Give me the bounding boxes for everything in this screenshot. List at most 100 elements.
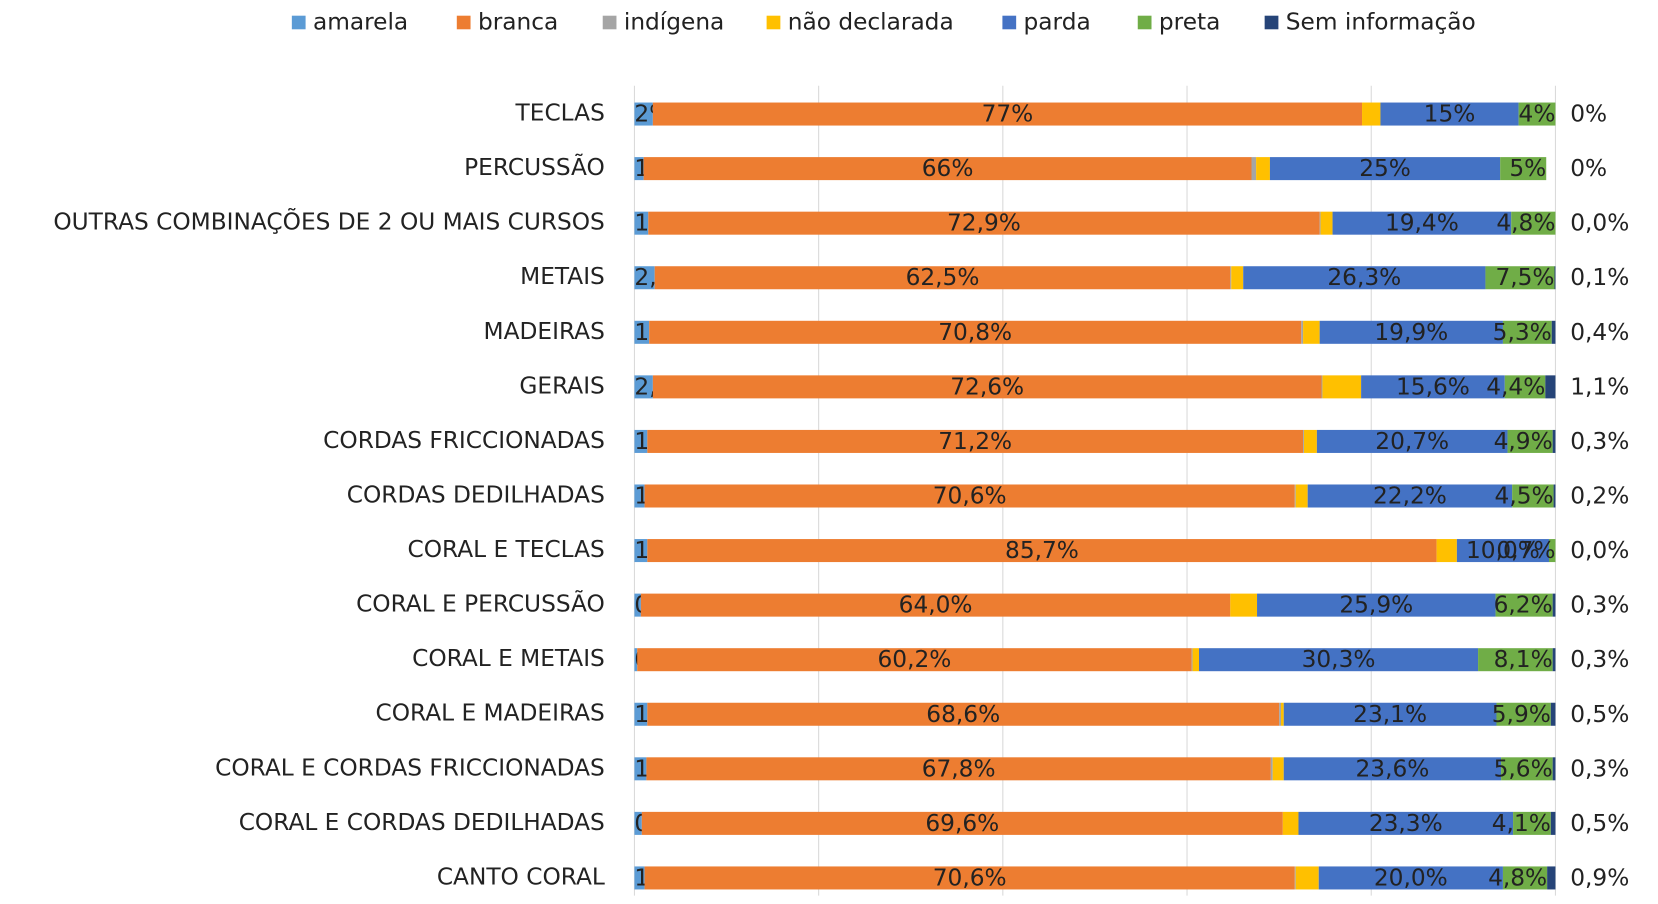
y-tick-label: GERAIS <box>519 373 604 399</box>
data-label: 72,9% <box>947 211 1021 237</box>
legend-label: branca <box>478 10 558 36</box>
bar-segment <box>1512 484 1554 508</box>
bar-segment <box>1283 702 1497 726</box>
bar-segment <box>652 375 1322 399</box>
bar-segment <box>634 593 641 617</box>
bar-segment <box>1478 648 1553 672</box>
bar-segment <box>634 484 645 508</box>
bar-segment <box>644 866 1295 890</box>
bar-segment <box>1504 375 1546 399</box>
y-tick-label: OUTRAS COMBINAÇÕES DE 2 OU MAIS CURSOS <box>53 207 604 236</box>
y-tick-label: CORAL E CORDAS DEDILHADAS <box>239 810 605 836</box>
bar-segment <box>1270 757 1273 781</box>
bar-segment <box>634 211 649 235</box>
data-label: 72,6% <box>950 374 1024 400</box>
bar-segment <box>1485 266 1555 290</box>
bar-segment <box>1230 593 1258 617</box>
data-label: 0,0% <box>1570 538 1629 564</box>
data-label: 0,5% <box>1570 702 1629 728</box>
data-label: 22,2% <box>1373 484 1447 510</box>
data-label: 23,6% <box>1355 756 1429 782</box>
bar-segment <box>634 539 648 563</box>
bar-segment <box>646 757 1271 781</box>
bar-segment <box>1548 539 1556 563</box>
data-label: 0,1% <box>1570 265 1629 291</box>
bar-segment <box>1283 757 1502 781</box>
data-label: 1,1% <box>1570 374 1629 400</box>
data-label: 0,3% <box>1570 429 1629 455</box>
y-tick-label: CORAL E METAIS <box>412 646 605 672</box>
data-label: 23,3% <box>1369 811 1443 837</box>
bar-segment <box>1502 866 1548 890</box>
bar-segment <box>643 157 1252 181</box>
bar-segment <box>1231 266 1244 290</box>
y-tick-label: CORDAS DEDILHADAS <box>347 483 605 509</box>
y-tick-label: CORAL E CORDAS FRICCIONADAS <box>215 755 605 781</box>
legend-swatch <box>766 15 781 30</box>
data-label: 5,6% <box>1494 756 1553 782</box>
bar-segment <box>1545 375 1556 399</box>
data-label: 0,7% <box>1496 538 1555 564</box>
data-label: 4,8% <box>1496 211 1555 237</box>
bar-segment <box>1361 375 1505 399</box>
bar-segment <box>1230 266 1232 290</box>
data-label: 15% <box>1424 102 1476 128</box>
bar-segment <box>640 593 1231 617</box>
data-label: 20,7% <box>1375 429 1449 455</box>
bar-segment <box>1191 648 1193 672</box>
legend-swatch <box>456 15 471 30</box>
y-tick-label: CORDAS FRICCIONADAS <box>323 428 605 454</box>
data-label: 6,2% <box>1494 593 1553 619</box>
bar-segment <box>1553 484 1556 508</box>
bar-segment <box>1552 429 1556 453</box>
bar-segment <box>1380 102 1519 126</box>
bar-segment <box>1294 484 1296 508</box>
bar-segment <box>1192 648 1200 672</box>
bar-segment <box>1295 866 1319 890</box>
bar-segment <box>1550 811 1556 835</box>
legend-swatch <box>1264 15 1279 30</box>
data-label: 64,0% <box>899 593 973 619</box>
data-label: 7,5% <box>1495 265 1554 291</box>
data-label: 0,3% <box>1570 647 1629 673</box>
bar-segment <box>634 320 650 344</box>
legend-label: parda <box>1024 10 1091 36</box>
bar-segment <box>1554 266 1556 290</box>
data-label: 23,1% <box>1353 702 1427 728</box>
y-tick-label: MADEIRAS <box>484 319 605 345</box>
bar-segment <box>644 484 1295 508</box>
bar-segment <box>654 266 1231 290</box>
y-tick-label: CORAL E TECLAS <box>408 537 605 563</box>
bar-segment <box>1362 102 1381 126</box>
data-label: 4,4% <box>1486 374 1545 400</box>
data-label: 66% <box>922 156 974 182</box>
data-label: 8,1% <box>1494 647 1553 673</box>
bar-segment <box>641 811 1283 835</box>
legend-swatch <box>1137 15 1152 30</box>
bar-segment <box>1513 811 1551 835</box>
data-label: 0% <box>1570 156 1607 182</box>
legend-swatch <box>1002 15 1017 30</box>
data-label: 0,4% <box>1570 320 1629 346</box>
data-label: 4,5% <box>1495 484 1554 510</box>
bar-segment <box>1552 648 1556 672</box>
bar-segment <box>634 757 647 781</box>
data-label: 0,3% <box>1570 756 1629 782</box>
bar-segment <box>1511 211 1556 235</box>
bar-segment <box>1495 593 1553 617</box>
bar-segment <box>647 429 1304 453</box>
bar-segment <box>1456 539 1549 563</box>
bar-segment <box>1279 702 1281 726</box>
bar-segment <box>1319 320 1503 344</box>
data-label: 70,8% <box>938 320 1012 346</box>
bar-segment <box>634 375 653 399</box>
bar-segment <box>634 648 638 672</box>
y-tick-label: PERCUSSÃO <box>464 153 605 181</box>
data-label: 4,1% <box>1492 811 1551 837</box>
data-label: 67,8% <box>922 756 996 782</box>
legend-label: amarela <box>313 10 408 36</box>
data-label: 26,3% <box>1327 265 1401 291</box>
data-label: 5,3% <box>1493 320 1552 346</box>
data-label: 85,7% <box>1005 538 1079 564</box>
data-label: 70,6% <box>933 484 1007 510</box>
